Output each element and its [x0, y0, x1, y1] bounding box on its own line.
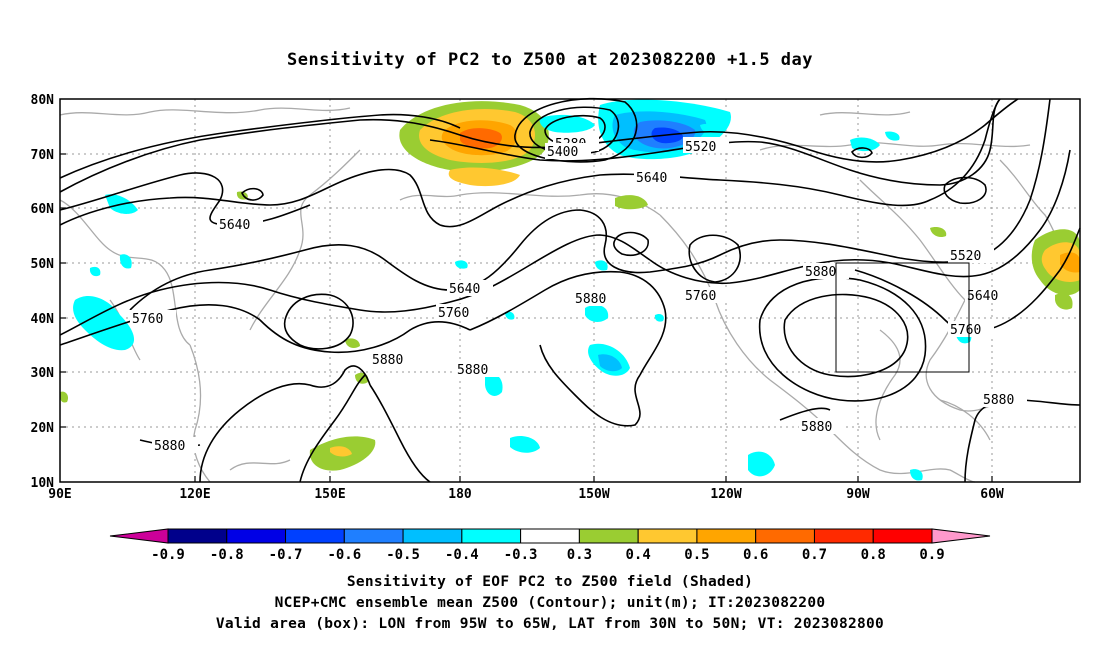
- contour-label: 5640: [636, 171, 667, 186]
- lat-tick-label: 80N: [31, 93, 55, 108]
- colorbar-tick-label: 0.3: [567, 547, 592, 563]
- colorbar-swatch: [167, 528, 228, 544]
- colorbar-swatch: [461, 528, 522, 544]
- caption-block: Sensitivity of EOF PC2 to Z500 field (Sh…: [0, 572, 1100, 635]
- lon-tick-label: 150W: [578, 487, 609, 502]
- contour-label: 5520: [685, 140, 716, 155]
- colorbar-swatch: [285, 528, 345, 544]
- lon-tick-label: 120E: [179, 487, 210, 502]
- colorbar-tick-label: 0.7: [802, 547, 827, 563]
- colorbar-swatch: [872, 528, 933, 544]
- colorbar-tick-label: -0.9: [151, 547, 185, 563]
- colorbar-tick-label: -0.6: [327, 547, 361, 563]
- lon-tick-label: 180: [448, 487, 472, 502]
- contour-label: 5640: [449, 282, 480, 297]
- map-title: Sensitivity of PC2 to Z500 at 2023082200…: [286, 50, 813, 70]
- contour-label: 5760: [950, 323, 981, 338]
- colorbar-swatch: [755, 528, 815, 544]
- lat-tick-label: 10N: [31, 476, 55, 491]
- caption-shading: Sensitivity of EOF PC2 to Z500 field (Sh…: [346, 574, 754, 590]
- z500-contours: [59, 97, 1081, 483]
- colorbar-tick-label: -0.3: [504, 547, 538, 563]
- contour-label: 5880: [801, 420, 832, 435]
- colorbar-swatch: [696, 528, 757, 544]
- contour-label: 5760: [685, 289, 716, 304]
- colorbar-swatch: [226, 528, 287, 544]
- contour-label: 5400: [547, 145, 578, 160]
- colorbar-tick-label: 0.5: [684, 547, 709, 563]
- contour-label: 5880: [372, 353, 403, 368]
- lat-tick-label: 50N: [31, 257, 55, 272]
- colorbar-swatch: [343, 528, 404, 544]
- colorbar-swatch: [578, 528, 639, 544]
- lat-axis: 80N 70N 60N 50N 40N 30N 20N 10N: [31, 93, 55, 491]
- colorbar-swatch: [402, 528, 463, 544]
- colorbar-swatch: [813, 528, 874, 544]
- plot-frame: [59, 98, 1081, 483]
- caption-contour: NCEP+CMC ensemble mean Z500 (Contour); u…: [274, 595, 826, 611]
- lon-tick-label: 90E: [48, 487, 71, 502]
- colorbar-tick-label: -0.4: [445, 547, 479, 563]
- colorbar-tick-label: 0.4: [626, 547, 651, 563]
- contour-label: 5760: [438, 306, 469, 321]
- lat-tick-label: 60N: [31, 202, 55, 217]
- colorbar-tick-label: -0.7: [269, 547, 303, 563]
- contour-label: 5760: [132, 312, 163, 327]
- tick-marks: [60, 153, 993, 482]
- colorbar-high-tip: [931, 528, 991, 544]
- lat-tick-label: 40N: [31, 312, 55, 327]
- colorbar-tick-label: -0.5: [386, 547, 420, 563]
- lon-tick-label: 90W: [846, 487, 870, 502]
- contour-label: 5880: [983, 393, 1014, 408]
- contour-label: 5880: [805, 265, 836, 280]
- colorbar-tick-label: 0.6: [743, 547, 768, 563]
- lon-axis: 90E 120E 150E 180 150W 120W 90W 60W: [48, 487, 1004, 502]
- contour-label: 5880: [154, 439, 185, 454]
- colorbar-swatch: [520, 528, 580, 544]
- valid-area-box: [835, 262, 970, 373]
- lon-tick-label: 150E: [314, 487, 345, 502]
- colorbar-tick-label: 0.9: [919, 547, 944, 563]
- contour-label-group: 5640 5760 5880 5880 5280 5400 5520 5640 …: [130, 135, 1027, 454]
- colorbar-tick-label: 0.8: [861, 547, 886, 563]
- contour-label: 5880: [457, 363, 488, 378]
- lat-tick-label: 70N: [31, 148, 55, 163]
- contour-label: 5520: [950, 249, 981, 264]
- caption-valid-area: Valid area (box): LON from 95W to 65W, L…: [215, 616, 885, 632]
- lon-tick-label: 60W: [980, 487, 1004, 502]
- colorbar-tick-label: -0.8: [210, 547, 244, 563]
- colorbar-swatch: [637, 528, 698, 544]
- lon-tick-label: 120W: [710, 487, 741, 502]
- contour-label: 5640: [967, 289, 998, 304]
- lat-tick-label: 20N: [31, 421, 55, 436]
- colorbar-low-tip: [109, 528, 169, 544]
- lat-tick-label: 30N: [31, 366, 55, 381]
- grid: [60, 99, 1080, 482]
- colorbar: -0.9 -0.8 -0.7 -0.6 -0.5 -0.4 -0.3 0.3 0.4 0.5 0.6…: [109, 528, 991, 563]
- contour-label: 5880: [575, 292, 606, 307]
- contour-label: 5640: [219, 218, 250, 233]
